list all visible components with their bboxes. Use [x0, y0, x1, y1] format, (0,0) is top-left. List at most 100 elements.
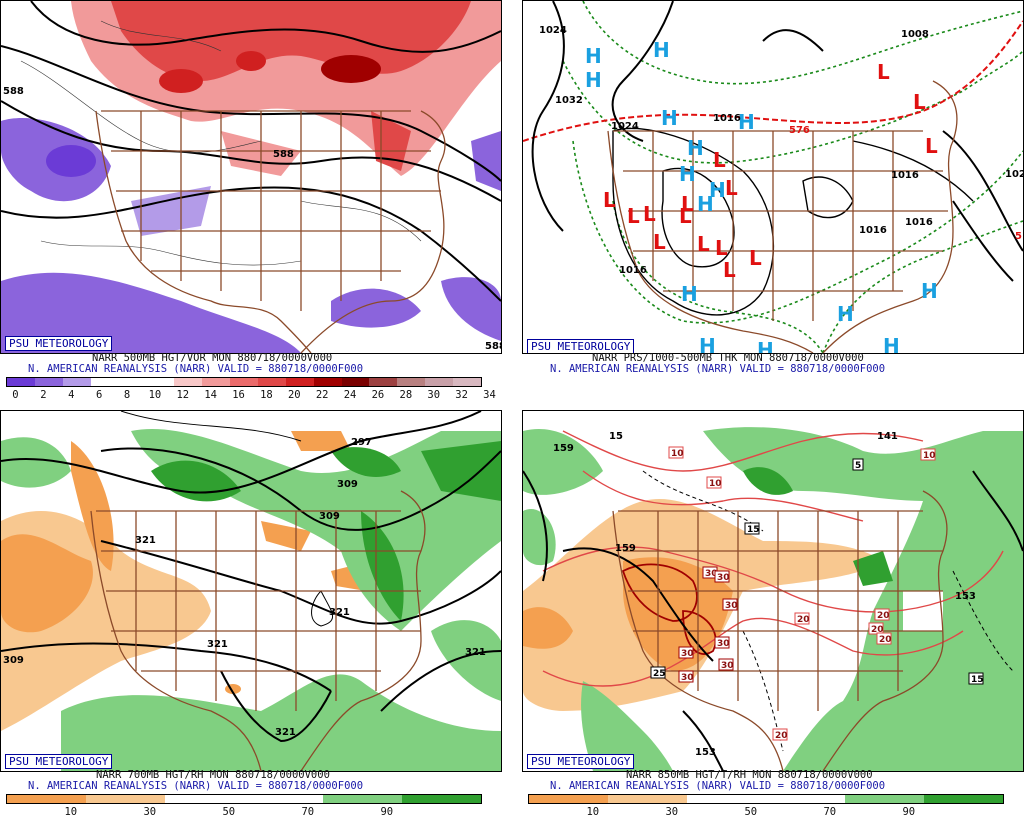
high-pressure-symbol: H	[679, 162, 696, 186]
height-contour	[972, 470, 1023, 552]
psu-meteorology-label: PSU METEOROLOGY	[5, 754, 113, 769]
low-pressure-symbol: L	[627, 204, 640, 228]
colorbar-tick-label: 30	[665, 806, 679, 818]
colorbar-swatch	[7, 378, 35, 386]
temperature-contour	[542, 617, 964, 687]
isobar	[531, 1, 565, 232]
state-border	[111, 150, 441, 272]
temp-rh-850mb-map: 10 10 10 20 20 20 20 20 30 30	[523, 427, 1023, 771]
panel-700mb-rh: 297 309 309 321 321 321 321 321 309 PSU …	[0, 410, 502, 819]
height-contour	[642, 470, 764, 532]
colorbar-swatch	[687, 795, 766, 803]
high-pressure-symbol: H	[653, 38, 670, 62]
low-pressure-symbol: L	[653, 230, 666, 254]
isobar	[762, 29, 824, 52]
height-label-box	[744, 522, 760, 535]
contour-label: 321	[135, 535, 156, 546]
moist-area	[421, 441, 501, 501]
height-contour	[952, 570, 1014, 672]
temperature-label: 10	[923, 451, 936, 461]
moist-area	[743, 467, 793, 495]
valid-time-line: N. AMERICAN REANALYSIS (NARR) VALID = 88…	[550, 780, 886, 792]
height-contour	[120, 411, 302, 442]
dry-area	[71, 441, 114, 571]
temperature-contour	[682, 610, 717, 655]
isobar	[852, 140, 974, 202]
colorbar-tick-label: 22	[315, 389, 329, 401]
contour-label: 1024	[539, 25, 567, 36]
colorbar-swatch	[62, 378, 91, 386]
contour-label: 588	[3, 86, 24, 97]
temperature-label-box	[678, 646, 694, 659]
dry-area	[623, 557, 733, 671]
moist-area	[61, 674, 501, 771]
map-frame: 10 10 10 20 20 20 20 20 30 30	[522, 410, 1024, 772]
colorbar-swatch	[257, 378, 286, 386]
moist-area	[431, 620, 501, 701]
contour-label: 5	[1015, 231, 1022, 242]
high-pressure-symbol: H	[883, 334, 900, 353]
colorbar-tick-label: 90	[902, 806, 916, 818]
high-pressure-symbol: H	[738, 110, 755, 134]
moist-area	[581, 681, 673, 771]
low-pressure-symbol: L	[725, 176, 738, 200]
coastline	[300, 490, 426, 771]
temperature-label-box	[678, 670, 694, 683]
moist-area	[1, 437, 71, 488]
state-border	[140, 111, 382, 311]
colorbar-tick-label: 30	[427, 389, 441, 401]
temperature-label: 30	[721, 661, 734, 671]
temperature-label: 30	[725, 601, 738, 611]
temperature-label-box	[714, 636, 730, 649]
rh-colorbar-ticks: 10 30 50 70 90	[6, 806, 480, 818]
contour-label: 588	[273, 149, 294, 160]
colorbar-swatch	[529, 795, 608, 803]
low-pressure-symbol: L	[913, 90, 926, 114]
height-contour	[523, 470, 548, 582]
negative-vorticity-area	[471, 131, 501, 191]
colorbar-swatch	[118, 378, 147, 386]
coastline	[90, 510, 262, 771]
contour-label: 588	[485, 341, 501, 352]
valid-time-line: N. AMERICAN REANALYSIS (NARR) VALID = 88…	[28, 363, 364, 375]
vorticity-max	[321, 55, 381, 83]
coastline	[822, 80, 958, 353]
rh-700mb-map: 297 309 309 321 321 321 321 321 309	[1, 411, 501, 771]
thickness-contour	[562, 50, 1023, 164]
temperature-label-box	[874, 608, 890, 621]
colorbar-swatch	[165, 795, 244, 803]
colorbar-tick-label: 20	[287, 389, 301, 401]
high-pressure-symbol: H	[757, 338, 774, 353]
coastline	[607, 130, 814, 353]
temperature-label-box	[668, 446, 684, 459]
temperature-label-box	[772, 728, 788, 741]
colorbar-swatch	[323, 795, 402, 803]
temperature-label-box	[706, 476, 722, 489]
vorticity-colorbar-ticks: 0 2 4 6 8 10 12 14 16 18 20 22 24 26 28 30 32 34	[6, 389, 495, 401]
low-pressure-symbol: L	[749, 246, 762, 270]
colorbar-swatch	[34, 378, 63, 386]
map-frame: 588 588 588 PSU METEOROLOGY	[0, 0, 502, 354]
vorticity-contour	[40, 240, 302, 266]
high-pressure-symbol: H	[687, 136, 704, 160]
product-title: NARR 500MB HGT/VOR MON 880718/0000V000	[92, 352, 333, 364]
temperature-label: 20	[775, 731, 788, 741]
low-pressure-symbol: L	[681, 192, 694, 216]
colorbar-swatch	[369, 378, 398, 386]
rh-colorbar	[528, 794, 1004, 804]
valid-time-line: N. AMERICAN REANALYSIS (NARR) VALID = 88…	[28, 780, 364, 792]
height-contour	[380, 650, 501, 712]
thickness-contour	[582, 1, 1023, 85]
low-pressure-symbol: L	[697, 232, 710, 256]
colorbar-swatch	[86, 795, 165, 803]
panel-500mb-vorticity: 588 588 588 PSU METEOROLOGY NARR 500MB H…	[0, 0, 502, 409]
moist-area	[361, 511, 404, 621]
contour-label: 1016	[905, 217, 933, 228]
coastline	[95, 110, 312, 353]
state-border	[623, 170, 948, 292]
colorbar-swatch	[425, 378, 453, 386]
vorticity-max	[159, 69, 203, 93]
colorbar-swatch	[402, 795, 481, 803]
vorticity-contour	[100, 20, 222, 52]
negative-vorticity-area	[1, 272, 301, 353]
